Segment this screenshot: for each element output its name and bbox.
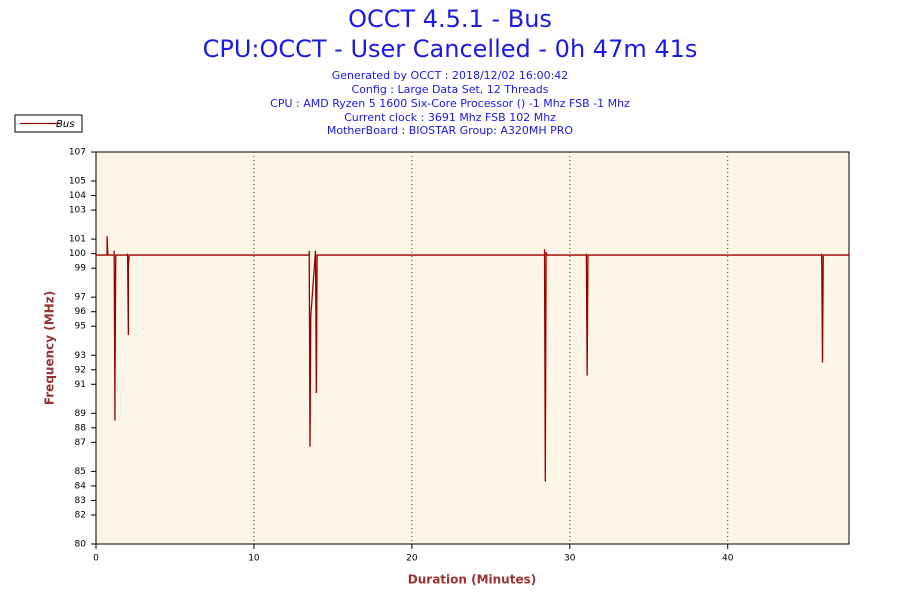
plot-area bbox=[95, 151, 850, 545]
x-tick-label: 10 bbox=[248, 554, 260, 564]
data-line bbox=[96, 236, 849, 482]
y-tick-label: 91 bbox=[75, 380, 86, 390]
y-tick-label: 87 bbox=[75, 438, 86, 448]
y-tick-label: 95 bbox=[75, 322, 86, 332]
info-line: Current clock : 3691 Mhz FSB 102 Mhz bbox=[344, 111, 556, 124]
y-tick-label: 84 bbox=[75, 481, 87, 491]
y-tick-label: 104 bbox=[69, 191, 86, 201]
y-tick-label: 82 bbox=[75, 510, 86, 520]
y-tick-label: 105 bbox=[69, 177, 86, 187]
x-tick-label: 0 bbox=[93, 554, 99, 564]
chart-subtitle: CPU:OCCT - User Cancelled - 0h 47m 41s bbox=[203, 35, 698, 63]
y-tick-label: 93 bbox=[75, 351, 86, 361]
x-tick-label: 20 bbox=[406, 554, 418, 564]
y-tick-label: 89 bbox=[75, 409, 87, 419]
y-tick-label: 92 bbox=[75, 365, 86, 375]
y-tick-label: 96 bbox=[75, 307, 87, 317]
y-tick-label: 100 bbox=[69, 249, 86, 259]
y-tick-label: 97 bbox=[75, 293, 86, 303]
legend-label: Bus bbox=[56, 119, 74, 130]
y-tick-label: 103 bbox=[69, 206, 86, 216]
y-tick-label: 85 bbox=[75, 467, 86, 477]
chart-title: OCCT 4.5.1 - Bus bbox=[348, 5, 552, 33]
x-tick-label: 40 bbox=[722, 554, 734, 564]
x-tick-label: 30 bbox=[564, 554, 576, 564]
info-line: Generated by OCCT : 2018/12/02 16:00:42 bbox=[332, 69, 569, 82]
y-tick-label: 107 bbox=[69, 148, 86, 158]
y-tick-label: 99 bbox=[75, 264, 87, 274]
y-tick-label: 80 bbox=[75, 540, 87, 550]
info-line: Config : Large Data Set, 12 Threads bbox=[352, 83, 549, 96]
info-line: MotherBoard : BIOSTAR Group: A320MH PRO bbox=[327, 124, 574, 137]
info-line: CPU : AMD Ryzen 5 1600 Six-Core Processo… bbox=[270, 97, 630, 110]
y-tick-label: 83 bbox=[75, 496, 86, 506]
y-tick-label: 101 bbox=[69, 235, 86, 245]
y-axis-label: Frequency (MHz) bbox=[43, 291, 57, 405]
x-axis-label: Duration (Minutes) bbox=[408, 573, 536, 587]
y-tick-label: 88 bbox=[75, 423, 87, 433]
